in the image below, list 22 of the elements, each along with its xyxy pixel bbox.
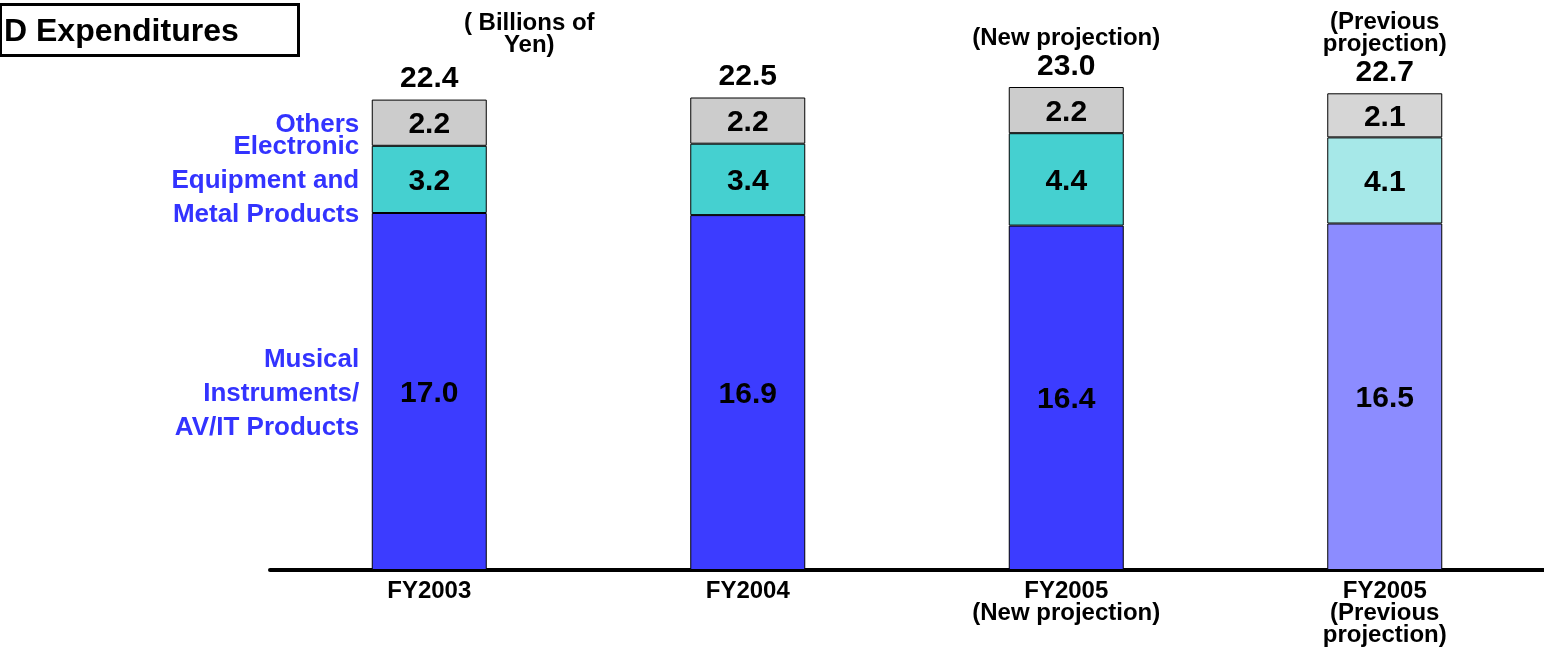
data-label: 4.4 <box>1045 162 1088 196</box>
data-label: 17.0 <box>400 375 459 408</box>
x-tick-label: FY2003 <box>387 575 472 603</box>
chart-title: D Expenditures <box>4 12 239 48</box>
data-label: 3.4 <box>726 162 769 196</box>
total-label: 22.4 <box>400 60 459 94</box>
data-label: 16.9 <box>718 376 777 410</box>
data-label: 3.2 <box>408 162 451 196</box>
data-label: 2.2 <box>1045 93 1088 127</box>
x-tick-label: FY2004 <box>705 575 791 603</box>
x-tick-label: FY2005 (New projection) <box>972 575 1161 625</box>
total-label: 22.5 <box>718 58 777 91</box>
data-label: 16.4 <box>1037 381 1096 415</box>
text: (Previous projection) <box>1322 6 1447 56</box>
data-label: 2.1 <box>1363 98 1406 132</box>
series-label: Musical Instruments/ AV/IT Products <box>174 342 360 441</box>
x-tick-label: FY2005 (Previous projection) <box>1322 575 1447 647</box>
data-label: 4.1 <box>1363 163 1406 197</box>
data-label: 16.5 <box>1355 380 1414 414</box>
text: ( Billions of Yen) <box>463 7 596 57</box>
data-label: 2.2 <box>408 106 451 140</box>
data-label: 2.2 <box>726 104 769 138</box>
